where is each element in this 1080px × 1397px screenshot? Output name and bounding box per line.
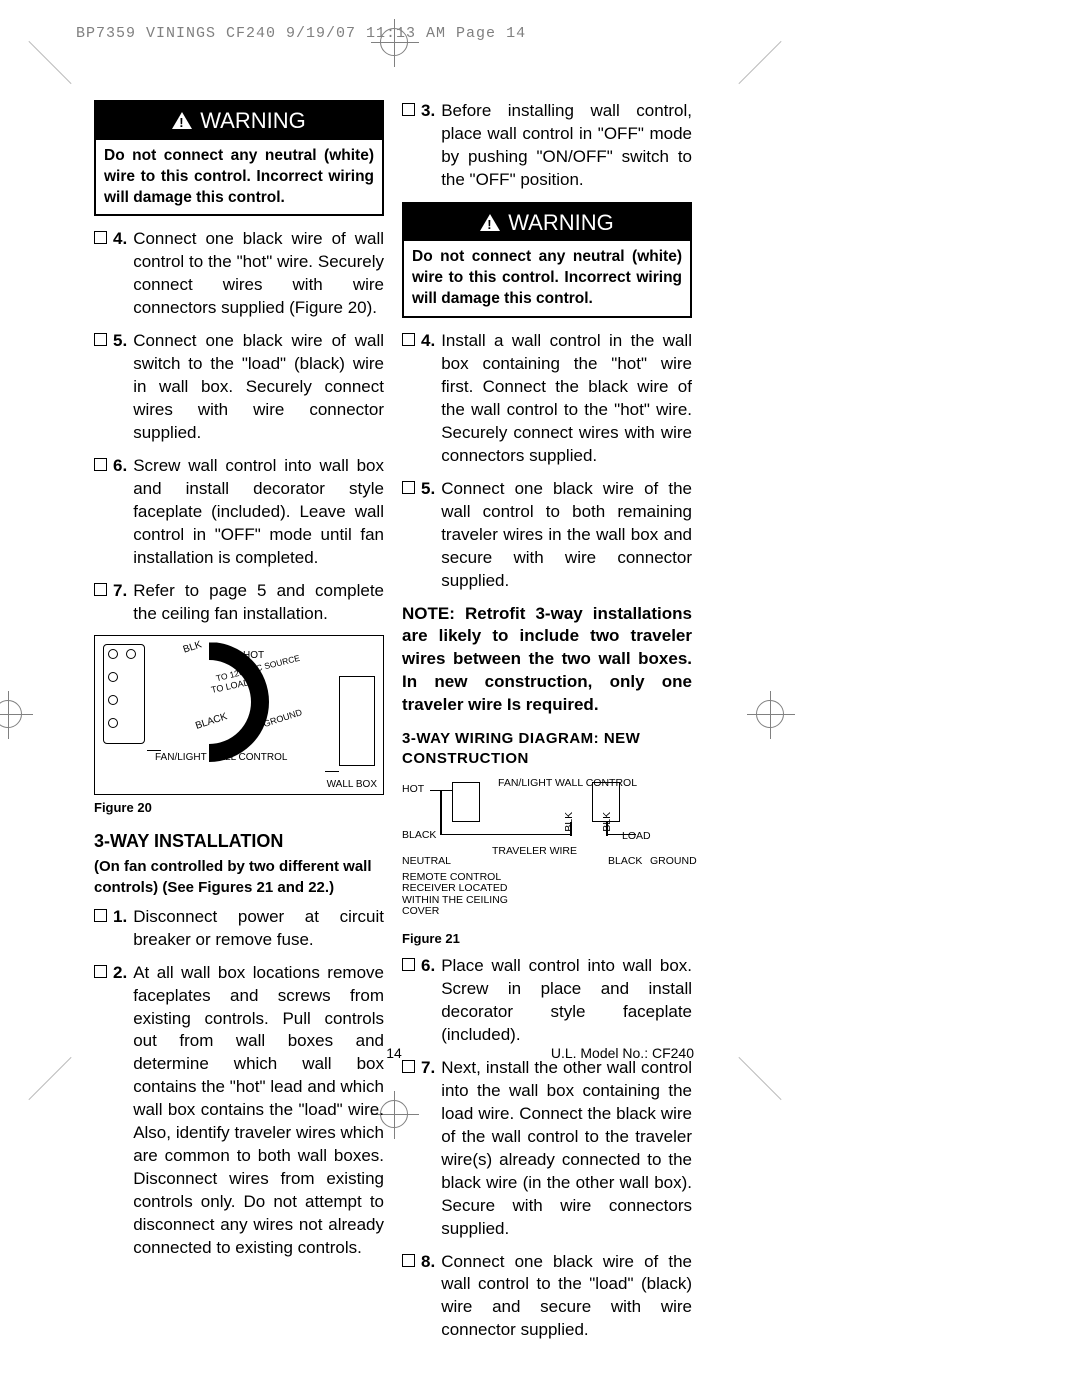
checkbox-icon: [402, 103, 415, 116]
note-retrofit: NOTE: Retrofit 3-way installations are l…: [402, 603, 692, 718]
step-number: 3.: [421, 100, 435, 123]
warning-body: Do not connect any neutral (white) wire …: [404, 241, 690, 316]
step-text: Screw wall control into wall box and ins…: [133, 455, 384, 570]
step-number: 7.: [113, 580, 127, 603]
step-1: 1. Disconnect power at circuit breaker or…: [94, 906, 384, 952]
label-traveler: TRAVELER WIRE: [492, 846, 577, 858]
step-text: Connect one black wire of wall control t…: [133, 228, 384, 320]
label-fanlight: FAN/LIGHT WALL CONTROL: [498, 778, 637, 790]
step-6: 6. Screw wall control into wall box and i…: [94, 455, 384, 570]
label-receiver: REMOTE CONTROL RECEIVER LOCATED WITHIN T…: [402, 872, 532, 918]
step-text: Next, install the other wall control int…: [441, 1057, 692, 1241]
registration-mark: [0, 700, 22, 728]
step-text: Place wall control into wall box. Screw …: [441, 955, 692, 1047]
step-4r: 4. Install a wall control in the wall box…: [402, 330, 692, 468]
warning-title: WARNING: [508, 210, 614, 235]
wall-box-icon: [339, 676, 375, 766]
label-hot: HOT: [402, 784, 424, 796]
checkbox-icon: [94, 965, 107, 978]
label-blk: BLK: [602, 812, 614, 832]
checkbox-icon: [94, 333, 107, 346]
wall-box-icon: [452, 782, 480, 822]
warning-header: WARNING: [96, 102, 382, 140]
step-number: 6.: [113, 455, 127, 478]
figure-21: HOT FAN/LIGHT WALL CONTROL BLACK BLK BLK…: [402, 776, 692, 926]
checkbox-icon: [94, 583, 107, 596]
warning-title: WARNING: [200, 108, 306, 133]
warning-icon: [172, 112, 192, 129]
step-text: Connect one black wire of the wall contr…: [441, 478, 692, 593]
crop-mark: [28, 1057, 71, 1100]
step-number: 6.: [421, 955, 435, 978]
step-7r: 7.Next, install the other wall control i…: [402, 1057, 692, 1241]
step-3: 3. Before installing wall control, place …: [402, 100, 692, 192]
warning-box: WARNING Do not connect any neutral (whit…: [402, 202, 692, 318]
print-header: BP7359 VININGS CF240 9/19/07 11:13 AM Pa…: [76, 24, 526, 44]
step-text: Refer to page 5 and complete the ceiling…: [133, 580, 384, 626]
figure-21-label: Figure 21: [402, 930, 692, 948]
step-number: 5.: [421, 478, 435, 501]
diagram-title: 3-WAY WIRING DIAGRAM: NEW CONSTRUCTION: [402, 729, 692, 770]
step-text: Install a wall control in the wall box c…: [441, 330, 692, 468]
crop-mark: [28, 41, 71, 84]
right-column: 3. Before installing wall control, place …: [402, 100, 692, 1352]
section-subtitle: (On fan controlled by two different wall…: [94, 857, 384, 898]
step-number: 8.: [421, 1251, 435, 1274]
wall-control-icon: [103, 644, 145, 744]
page-content: WARNING Do not connect any neutral (whit…: [94, 100, 694, 1352]
label-fanlight: FAN/LIGHT WALL CONTROL: [155, 752, 287, 763]
step-5r: 5. Connect one black wire of the wall con…: [402, 478, 692, 593]
warning-box: WARNING Do not connect any neutral (whit…: [94, 100, 384, 216]
checkbox-icon: [402, 1254, 415, 1267]
checkbox-icon: [94, 909, 107, 922]
figure-20: BLK HOT TO 120 VAC SOURCE TO LOAD BLACK …: [94, 635, 384, 795]
checkbox-icon: [402, 333, 415, 346]
step-text: Before installing wall control, place wa…: [441, 100, 692, 192]
model-number: U.L. Model No.: CF240: [551, 1044, 694, 1063]
label-hot: HOT: [243, 650, 264, 661]
label-ground: GROUND: [650, 856, 697, 868]
step-text: Connect one black wire of wall switch to…: [133, 330, 384, 445]
step-5: 5. Connect one black wire of wall switch …: [94, 330, 384, 445]
step-text: At all wall box locations remove facepla…: [133, 962, 384, 1260]
label-ground: GROUND: [262, 709, 303, 731]
label-load: LOAD: [622, 831, 651, 843]
step-number: 4.: [113, 228, 127, 251]
step-text: Disconnect power at circuit breaker or r…: [133, 906, 384, 952]
checkbox-icon: [402, 481, 415, 494]
page-footer: 14 U.L. Model No.: CF240: [94, 1044, 694, 1063]
label-blk: BLK: [182, 640, 203, 656]
checkbox-icon: [402, 958, 415, 971]
page-number: 14: [386, 1044, 402, 1063]
left-column: WARNING Do not connect any neutral (whit…: [94, 100, 384, 1352]
figure-20-label: Figure 20: [94, 799, 384, 817]
label-neutral: NEUTRAL: [402, 856, 451, 868]
registration-mark: [756, 700, 784, 728]
step-number: 2.: [113, 962, 127, 985]
label-wallbox: WALL BOX: [327, 779, 377, 790]
step-number: 4.: [421, 330, 435, 353]
step-7: 7. Refer to page 5 and complete the ceili…: [94, 580, 384, 626]
step-2: 2. At all wall box locations remove facep…: [94, 962, 384, 1260]
label-black: BLACK: [608, 856, 642, 868]
checkbox-icon: [94, 231, 107, 244]
registration-mark: [380, 28, 408, 56]
step-number: 5.: [113, 330, 127, 353]
label-black: BLACK: [402, 830, 436, 842]
crop-mark: [738, 41, 781, 84]
step-4: 4. Connect one black wire of wall control…: [94, 228, 384, 320]
step-text: Connect one black wire of the wall contr…: [441, 1251, 692, 1343]
crop-mark: [738, 1057, 781, 1100]
warning-icon: [480, 214, 500, 231]
step-8r: 8. Connect one black wire of the wall con…: [402, 1251, 692, 1343]
warning-body: Do not connect any neutral (white) wire …: [96, 140, 382, 215]
step-6r: 6. Place wall control into wall box. Scre…: [402, 955, 692, 1047]
checkbox-icon: [94, 458, 107, 471]
section-title-3way: 3-WAY INSTALLATION: [94, 829, 384, 853]
warning-header: WARNING: [404, 204, 690, 242]
step-number: 1.: [113, 906, 127, 929]
